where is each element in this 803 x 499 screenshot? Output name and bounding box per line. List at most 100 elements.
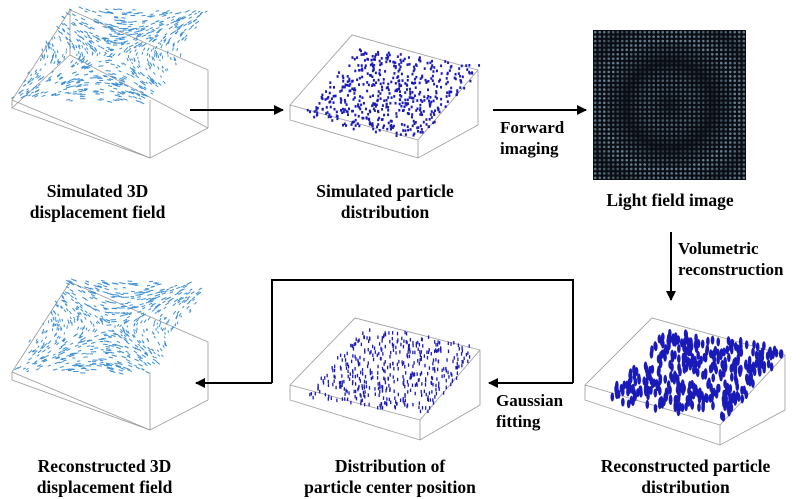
field-glyph (112, 8, 118, 11)
field-glyph (122, 312, 129, 315)
particle-center (407, 383, 409, 387)
field-glyph (86, 345, 91, 348)
particle (320, 96, 323, 99)
field-glyph (26, 361, 30, 365)
particle (361, 75, 364, 79)
field-glyph (64, 303, 68, 307)
field-glyph (159, 321, 162, 325)
microlens (692, 114, 696, 118)
microlens (602, 154, 606, 158)
particle (394, 66, 397, 70)
field-glyph (76, 38, 79, 42)
field-glyph (164, 33, 168, 36)
field-glyph (81, 352, 86, 355)
microlens (665, 158, 669, 162)
microlens (611, 163, 615, 166)
microlens (710, 172, 714, 175)
particle-center (402, 344, 405, 349)
microlens (674, 48, 678, 52)
field-glyph (128, 95, 133, 98)
microlens (625, 101, 629, 105)
field-glyph (136, 92, 141, 96)
microlens (652, 176, 656, 180)
field-glyph (138, 348, 142, 352)
field-glyph (192, 18, 198, 23)
field-glyph (104, 82, 111, 85)
blob (716, 337, 721, 347)
microlens (683, 163, 687, 166)
particle-center (406, 340, 408, 345)
particle-center (404, 330, 406, 335)
microlens (701, 123, 705, 127)
particle-center (405, 332, 408, 336)
arrow-feedback-loop (271, 279, 574, 383)
field-glyph (110, 30, 116, 32)
particle-center (334, 375, 336, 379)
particle (397, 69, 400, 73)
microlens (598, 44, 602, 47)
microlens (620, 35, 624, 38)
microlens (728, 35, 732, 38)
microlens (719, 123, 723, 127)
blob (747, 361, 752, 371)
field-glyph (63, 309, 67, 313)
microlens (728, 97, 732, 100)
blob (748, 377, 752, 387)
microlens (616, 92, 620, 96)
field-glyph (123, 321, 127, 325)
particle (344, 83, 347, 87)
microlens (652, 44, 656, 47)
microlens (728, 114, 732, 118)
particle-center (369, 371, 371, 376)
microlens (638, 66, 642, 69)
microlens (607, 141, 611, 144)
field-glyph (32, 349, 37, 353)
particle-center (395, 345, 397, 350)
field-glyph (85, 59, 89, 63)
microlens (719, 132, 723, 135)
field-glyph (145, 301, 150, 304)
microlens (638, 105, 642, 109)
particle-center (401, 360, 403, 364)
blob (621, 397, 625, 407)
field-glyph (66, 32, 70, 36)
particle-center (409, 350, 411, 354)
microlens (661, 150, 665, 153)
field-glyph (51, 56, 54, 61)
particle (343, 98, 346, 102)
microlens (715, 57, 719, 60)
field-glyph (121, 91, 126, 95)
microlens (692, 158, 696, 162)
microlens (728, 123, 732, 127)
microlens (670, 97, 674, 100)
microlens (697, 44, 701, 47)
microlens (674, 70, 678, 74)
particle-center (384, 369, 386, 374)
microlens (701, 101, 705, 105)
light-field-microlens-pattern (593, 30, 746, 180)
field-glyph (155, 20, 160, 23)
field-glyph (82, 342, 88, 345)
field-glyph (124, 367, 131, 371)
particle-center (332, 368, 334, 373)
field-glyph (143, 352, 149, 357)
field-glyph (156, 309, 160, 313)
field-glyph (155, 84, 159, 88)
particle (393, 95, 396, 98)
particle (430, 110, 433, 113)
microlens (674, 57, 678, 60)
field-glyph (78, 22, 83, 26)
field-glyph (126, 42, 130, 45)
particle-center (434, 369, 436, 373)
field-glyph (114, 94, 121, 98)
field-glyph (86, 42, 90, 45)
field-glyph (133, 331, 136, 335)
particle (446, 100, 449, 103)
particle-center (357, 360, 360, 365)
particle (385, 102, 388, 106)
microlens (728, 70, 732, 74)
field-glyph (78, 44, 81, 47)
field-glyph (67, 80, 71, 83)
field-glyph (199, 11, 204, 15)
particle (357, 114, 360, 118)
